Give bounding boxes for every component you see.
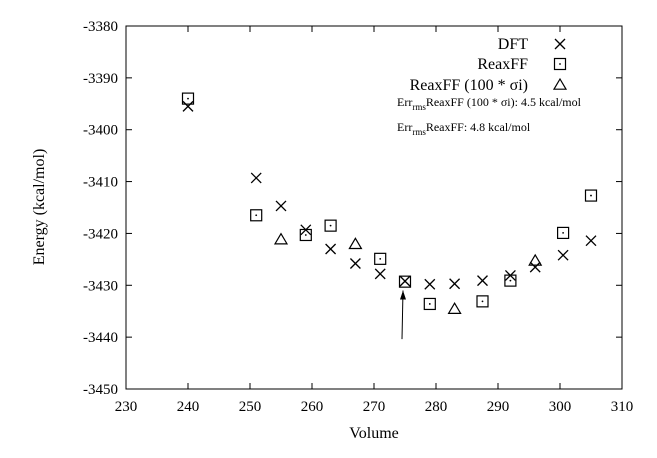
point-cross [557,249,569,261]
x-tick-label: 260 [301,399,324,415]
point-square [374,252,387,265]
point-cross [182,100,194,112]
point-square [398,275,412,288]
y-tick-label: -3380 [83,19,118,35]
point-cross [585,235,597,247]
legend-label: ReaxFF (100 * σi) [410,77,528,94]
point-square [324,219,337,232]
error-annotation: ErrrmsReaxFF (100 * σi): 4.5 kcal/mol [397,95,582,112]
point-cross [477,275,488,287]
point-cross [374,268,386,280]
y-tick-label: -3440 [83,330,118,346]
y-tick-label: -3390 [83,71,118,87]
x-tick-label: 290 [487,399,510,415]
plot-frame [125,25,623,390]
x-tick-label: 270 [363,399,386,415]
point-square [423,297,436,311]
point-cross [325,243,337,255]
y-tick-label: -3420 [83,226,118,242]
axis-tick-labels: 230 240 250 260 270 280 290 300 310 -3450 -3440 -34… [83,19,633,415]
x-tick-label: 250 [239,399,262,415]
point-cross [250,172,262,184]
annotations: ErrrmsReaxFF (100 * σi): 4.5 kcal/mol Err… [397,95,582,137]
legend-label: DFT [498,36,528,53]
x-tick-label: 230 [115,399,138,415]
point-square [250,209,263,222]
legend-marker-triangle [552,77,568,90]
arrow-head [400,290,406,300]
error-annotation: ErrrmsReaxFF: 4.8 kcal/mol [397,120,531,137]
point-cross [275,200,287,212]
point-square [504,274,517,287]
y-tick-label: -3400 [83,123,118,139]
legend-label: ReaxFF [477,56,528,73]
point-cross [349,258,361,269]
point-square [476,295,489,308]
x-tick-label: 300 [549,399,572,415]
x-tick-label: 240 [177,399,200,415]
point-square [299,228,312,242]
legend-marker-cross [554,38,566,50]
point-triangle [447,301,462,314]
point-triangle [273,232,289,245]
point-triangle [528,253,543,266]
arrow [400,290,406,340]
axis-ticks [125,25,623,390]
point-cross [529,261,541,273]
point-square [556,226,570,240]
data-points [181,92,598,314]
point-square [181,92,195,105]
y-tick-label: -3450 [83,382,118,398]
y-axis-label: Energy (kcal/mol) [31,149,48,266]
point-cross [424,278,436,290]
x-axis-label: Volume [349,425,398,442]
x-tick-label: 280 [425,399,448,415]
legend: DFT ReaxFF ReaxFF (100 * σi) [410,36,568,94]
point-cross [449,278,461,290]
point-triangle [348,237,363,250]
x-tick-label: 310 [611,399,634,415]
legend-marker-square [553,57,567,71]
y-tick-label: -3410 [83,175,118,191]
point-square [584,189,598,202]
y-tick-label: -3430 [83,278,118,294]
